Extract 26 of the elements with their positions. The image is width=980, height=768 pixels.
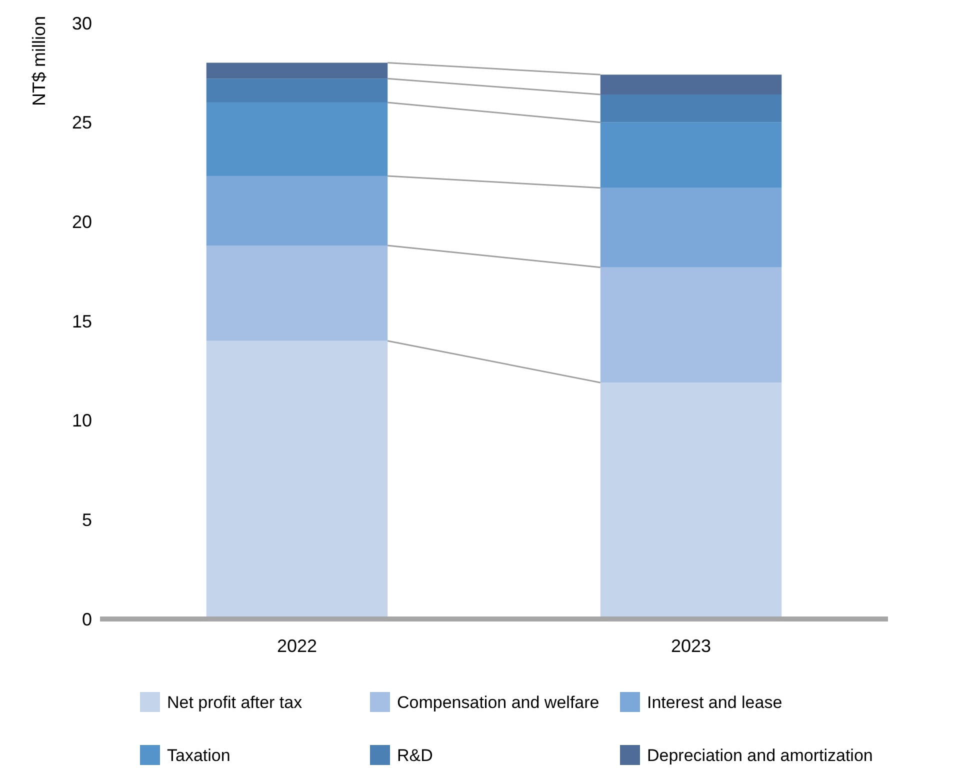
y-tick-label: 20	[72, 212, 92, 232]
legend-label: Compensation and welfare	[397, 693, 600, 712]
bar	[600, 74, 782, 95]
bar	[600, 122, 782, 188]
y-tick-label: 30	[72, 13, 92, 34]
bar	[206, 78, 388, 102]
bar	[600, 188, 782, 268]
y-tick-label: 10	[72, 410, 92, 431]
bar	[206, 176, 388, 246]
y-tick-label: 5	[82, 510, 92, 530]
y-tick-label: 15	[72, 311, 92, 332]
bar	[206, 246, 388, 341]
y-axis-title: NT$ million	[29, 16, 49, 106]
legend-label: Net profit after tax	[167, 693, 303, 712]
legend-label: Taxation	[167, 746, 230, 765]
x-tick-label: 2023	[670, 636, 712, 656]
legend-label: R&D	[397, 746, 433, 765]
x-tick-label: 2022	[276, 636, 318, 656]
y-tick-label: 25	[72, 112, 92, 133]
legend-label: Interest and lease	[647, 693, 782, 712]
bar	[600, 267, 782, 383]
bar	[206, 62, 388, 79]
bar	[206, 102, 388, 176]
bar	[600, 94, 782, 122]
legend-label: Depreciation and amortization	[647, 746, 873, 765]
y-tick-label: 0	[82, 609, 92, 630]
